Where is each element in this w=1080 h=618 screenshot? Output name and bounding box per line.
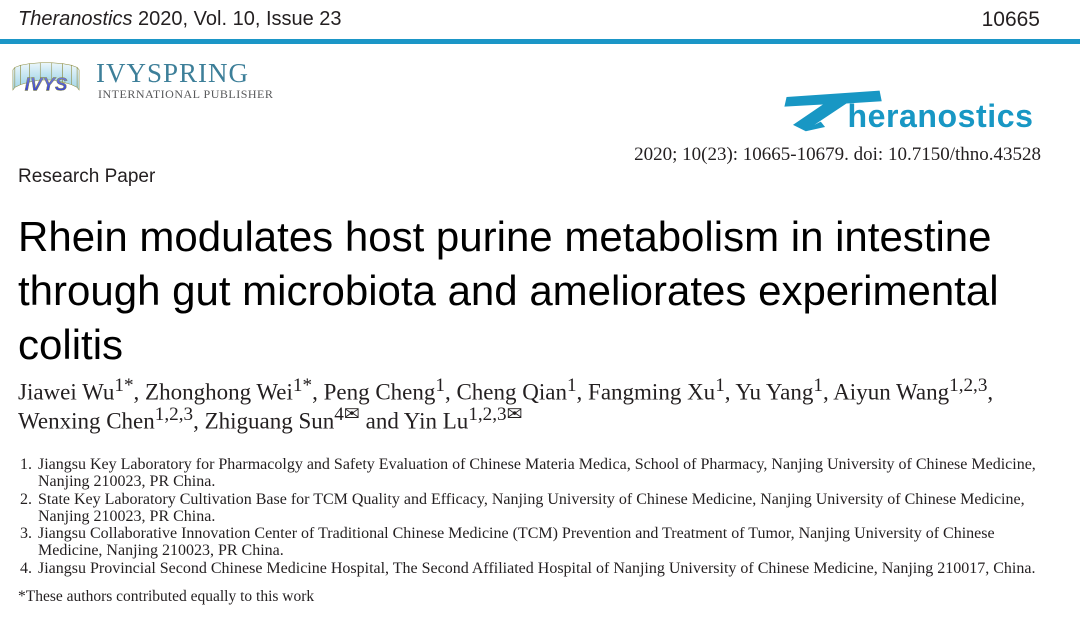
svg-text:heranostics: heranostics (848, 98, 1034, 134)
svg-text:IVYS: IVYS (25, 74, 68, 95)
